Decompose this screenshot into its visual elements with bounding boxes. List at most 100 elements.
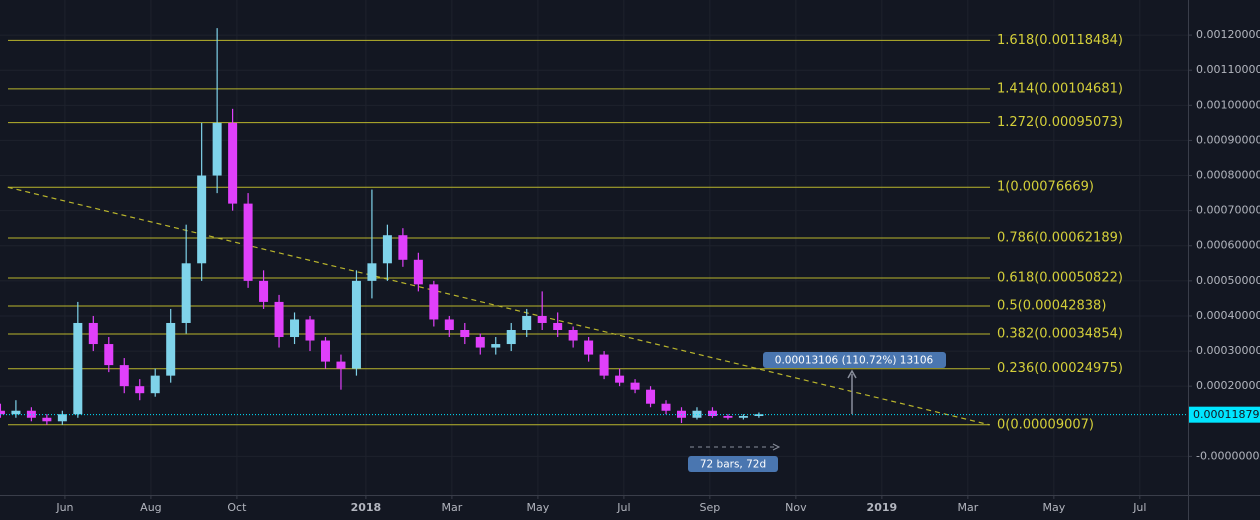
x-tick-label: Jun [55,501,73,514]
candle-body [181,263,191,323]
x-tick-label: Jul [1132,501,1146,514]
candle-body [57,414,67,422]
fib-label: 1.618(0.00118484) [997,33,1123,48]
candle-body [351,280,361,369]
candle-body [88,322,98,345]
candles [0,28,764,425]
candle-body [274,301,284,338]
candle-body [382,235,392,264]
fib-label: 0.786(0.00062189) [997,231,1123,246]
candle-body [320,340,330,362]
x-tick-label: Nov [785,501,807,514]
fib-label: 0.5(0.00042838) [997,298,1106,313]
grid [0,0,1188,495]
candle-body [723,416,733,418]
y-tick-label: 0.00080000 [1196,169,1260,182]
candle-body [212,122,222,176]
candle-body [197,175,207,264]
bars-label-box [688,456,778,472]
candle-body [0,410,5,415]
candle-body [537,315,547,323]
candle-body [135,386,145,394]
last-price-label: 0.00011879 [1193,408,1259,421]
x-tick-label: 2018 [351,501,382,514]
bars-label: 72 bars, 72d [700,459,766,471]
y-tick-label: 0.00070000 [1196,204,1260,217]
x-tick-label: Oct [227,501,247,514]
candle-body [166,322,176,376]
x-tick-label: Mar [442,501,463,514]
candle-body [584,340,594,355]
y-tick-label: -0.00000000 [1196,449,1260,462]
candle-body [367,263,377,281]
candle-body [553,322,563,330]
overlay: 0.00013106 (110.72%) 13106 72 bars, 72d [688,352,946,472]
candle-body [444,319,454,330]
candle-body [475,337,485,348]
candle-body [754,414,764,417]
candle-body [42,417,52,422]
x-tick-label: Jul [616,501,630,514]
candle-body [630,382,640,390]
measure-label: 0.00013106 (110.72%) 13106 [775,355,934,367]
candle-body [119,365,129,387]
candle-body [522,315,532,330]
measure-label-box [763,352,946,368]
candle-body [104,344,114,366]
y-tick-label: 0.00050000 [1196,274,1260,287]
fib-label: 1(0.00076669) [997,180,1094,195]
candle-body [707,410,717,417]
candle-body [336,361,346,369]
candle-body [11,410,21,415]
candle-body [646,389,656,404]
measure-arrow-head [847,369,857,379]
x-tick-label: 2019 [867,501,898,514]
x-tick-label: May [527,501,550,514]
candle-body [599,354,609,376]
candle-body [243,203,253,281]
candle-body [506,330,516,345]
fib-label: 1.272(0.00095073) [997,115,1123,130]
candle-body [568,330,578,341]
fibonacci: 1.618(0.00118484) 1.414(0.00104681) 1.272(… [7,33,1123,432]
candle-body [738,416,748,418]
candle-body [150,375,160,394]
fib-label: 0.236(0.00024975) [997,361,1123,376]
fib-label: 0(0.00009007) [997,417,1094,432]
candle-body [305,319,315,341]
fib-label: 0.618(0.00050822) [997,270,1123,285]
x-tick-label: Mar [957,501,978,514]
candle-body [413,259,423,285]
candle-body [615,375,625,383]
candle-body [259,280,269,302]
y-tick-label: 0.00020000 [1196,379,1260,392]
x-tick-label: Aug [140,501,161,514]
y-tick-label: 0.00110000 [1196,63,1260,76]
candle-body [73,322,83,415]
bars-arrow-head [772,443,781,451]
last-price-box [1189,406,1260,423]
y-tick-label: 0.00090000 [1196,133,1260,146]
x-tick-label: Sep [700,501,721,514]
candle-body [398,235,408,260]
y-tick-label: 0.00060000 [1196,239,1260,252]
candle-body [491,344,501,348]
y-tick-label: 0.00120000 [1196,28,1260,41]
x-tick-label: May [1042,501,1065,514]
fib-label: 1.414(0.00104681) [997,81,1123,96]
y-tick-label: 0.00030000 [1196,344,1260,357]
candle-body [661,403,671,411]
candle-body [26,410,36,418]
y-tick-label: 0.00040000 [1196,309,1260,322]
trend-line [7,186,990,426]
fib-label: 0.382(0.00034854) [997,327,1123,342]
candle-body [460,330,470,338]
candle-body [290,319,300,338]
candle-body [228,122,238,204]
y-tick-label: 0.00100000 [1196,98,1260,111]
axes: 0.00120000 0.00110000 0.00100000 0.00090000… [0,28,1260,514]
candle-body [429,284,439,320]
